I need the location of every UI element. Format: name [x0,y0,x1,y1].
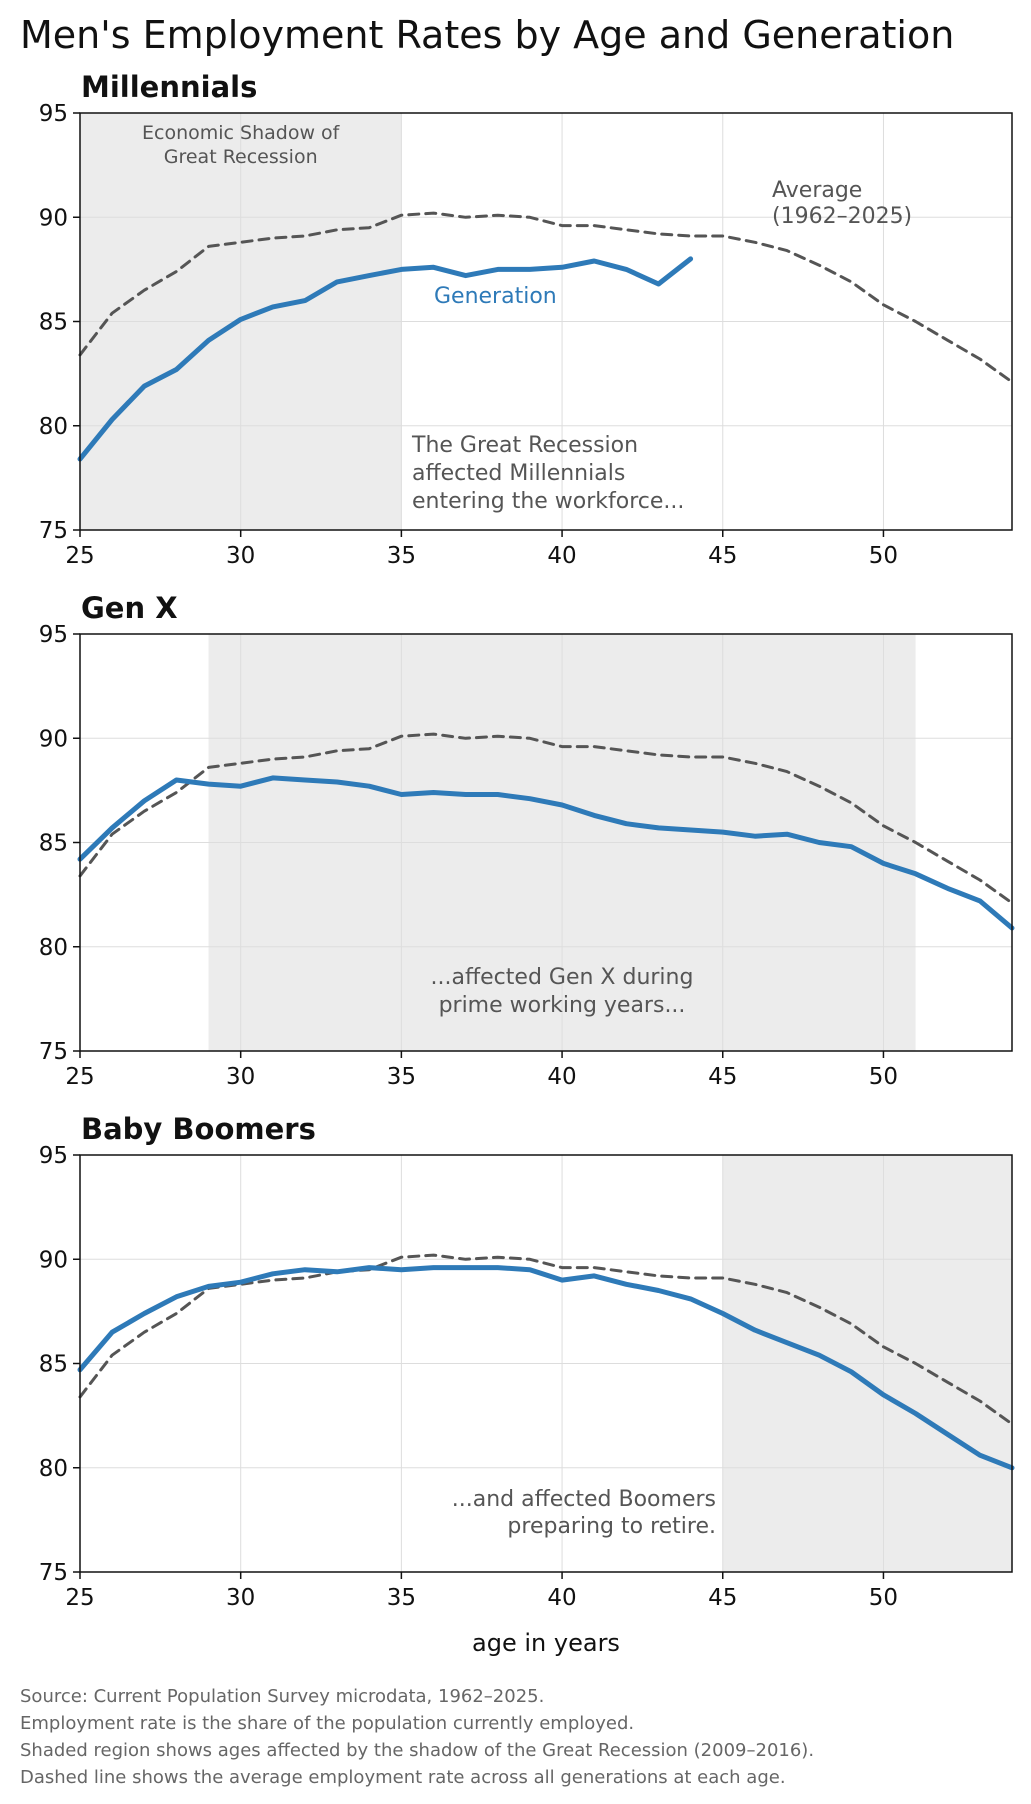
y-tick-label: 80 [39,1456,68,1482]
x-tick-label: 40 [547,1585,576,1611]
x-tick-label: 50 [869,1585,898,1611]
y-tick-label: 75 [39,518,68,544]
series-generation-line [77,775,1015,931]
panel-2: 25 30 35 40 45 50 75 80 85 90 95 Gen X ...affected G… [39,591,1015,1090]
x-axis-label: age in years [472,1629,620,1657]
source-note-4: Dashed line shows the average employment… [20,1767,786,1788]
x-tick-label: 45 [708,1585,737,1611]
y-tick-label: 90 [39,1247,68,1273]
x-tick-label: 25 [65,1064,94,1090]
x-tick-label: 40 [547,543,576,569]
x-tick-label: 45 [708,1064,737,1090]
y-tick-label: 95 [39,1143,68,1169]
panel-annotation: ...and affected Boomers preparing to reti… [452,1487,716,1539]
x-tick-label: 30 [226,1585,255,1611]
y-tick-label: 85 [39,310,68,336]
y-tick-label: 95 [39,101,68,127]
generation-series-label: Generation [434,284,557,309]
y-tick-label: 80 [39,935,68,961]
y-tick-label: 85 [39,1352,68,1378]
panel-title: Gen X [81,591,178,625]
source-note-1: Source: Current Population Survey microd… [20,1686,544,1707]
panel-3: 25 30 35 40 45 50 75 80 85 90 95 Baby Boomers ...and… [39,1112,1015,1657]
x-tick-label: 30 [226,543,255,569]
y-tick-label: 80 [39,414,68,440]
x-tick-label: 45 [708,543,737,569]
x-tick-label: 30 [226,1064,255,1090]
average-series-label: Average (1962–2025) [772,178,912,229]
y-tick-label: 95 [39,622,68,648]
x-tick-label: 50 [869,1064,898,1090]
y-tick-label: 90 [39,205,68,231]
chart-panels: 25 30 35 40 45 50 75 80 85 90 95 Millennials Economi… [39,70,1015,1657]
panel-title: Millennials [81,70,257,104]
panel-1: 25 30 35 40 45 50 75 80 85 90 95 Millennials Economi… [39,70,1014,569]
series-generation-line [77,1265,1015,1471]
y-tick-label: 90 [39,726,68,752]
shaded-region-label: Economic Shadow of Great Recession [142,122,341,168]
y-tick-label: 75 [39,1039,68,1065]
series-average-line [78,732,1014,905]
x-tick-label: 35 [387,1585,416,1611]
y-tick-label: 75 [39,1560,68,1586]
x-tick-label: 50 [869,543,898,569]
series-average-line [78,211,1014,384]
source-note-3: Shaded region shows ages affected by the… [20,1740,814,1761]
x-tick-label: 40 [547,1064,576,1090]
x-tick-label: 25 [65,543,94,569]
chart-title: Men's Employment Rates by Age and Genera… [20,13,954,57]
series-generation-line [77,256,694,462]
panel-title: Baby Boomers [81,1112,316,1146]
x-tick-label: 35 [387,543,416,569]
x-tick-label: 35 [387,1064,416,1090]
x-tick-label: 25 [65,1585,94,1611]
source-notes: Source: Current Population Survey microd… [20,1686,814,1788]
panel-annotation: The Great Recession affected Millennials e… [411,433,684,514]
source-note-2: Employment rate is the share of the popu… [20,1713,634,1734]
y-tick-label: 85 [39,831,68,857]
panel-annotation: ...affected Gen X during prime working ye… [431,965,694,1018]
